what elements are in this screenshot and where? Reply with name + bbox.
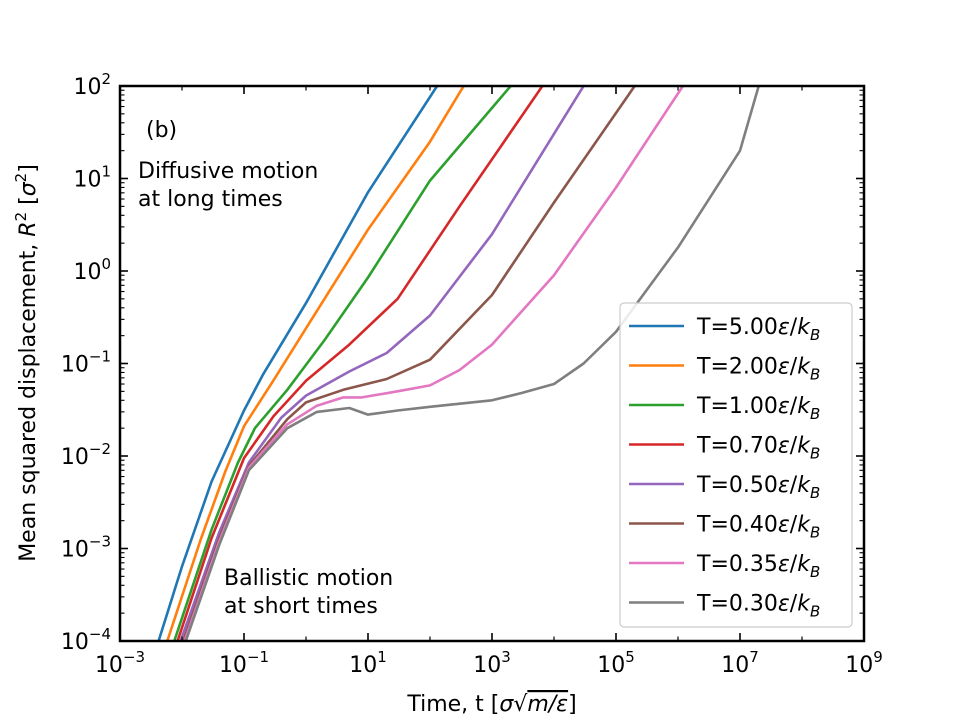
annotation-diffusive-line-2: at long times (138, 187, 283, 212)
y-tick-label-2: 10−2 (61, 440, 111, 470)
y-tick-label-3: 10−1 (61, 348, 111, 378)
annotation-diffusive: Diffusive motion at long times (138, 159, 325, 212)
series-line-4 (179, 86, 585, 641)
legend-label-6: T=0.35ε/kB (696, 552, 820, 581)
legend-label-3: T=0.70ε/kB (696, 434, 820, 463)
legend-label-2: T=1.00ε/kB (696, 394, 820, 423)
x-tick-label-1: 10−1 (219, 648, 269, 678)
series-line-3 (176, 86, 544, 641)
x-axis-label-text: Time, t [ (406, 692, 499, 717)
series-layer (157, 86, 760, 641)
annotation-ballistic: Ballistic motion at short times (224, 566, 400, 619)
series-line-1 (166, 86, 465, 641)
legend-label-5: T=0.40ε/kB (696, 513, 820, 542)
legend-label-4: T=0.50ε/kB (696, 473, 820, 502)
x-tick-label-6: 109 (845, 648, 883, 678)
y-tick-label-6: 102 (73, 70, 111, 100)
y-tick-label-0: 10−4 (61, 625, 111, 655)
y-axis-label: Mean squared displacement, R2 [σ2] (12, 164, 41, 562)
x-tick-label-0: 10−3 (95, 648, 145, 678)
legend-label-1: T=2.00ε/kB (696, 355, 820, 384)
legend-label-0: T=5.00ε/kB (696, 315, 820, 344)
y-tick-label-4: 100 (73, 255, 111, 285)
x-axis-label: Time, t [σ√m/ε] (406, 692, 576, 717)
series-line-6 (183, 86, 684, 641)
x-tick-label-2: 101 (349, 648, 387, 678)
series-line-2 (173, 86, 512, 641)
y-tick-label-5: 101 (73, 163, 111, 193)
series-line-0 (157, 86, 439, 641)
x-tick-label-5: 107 (721, 648, 759, 678)
legend-label-7: T=0.30ε/kB (696, 592, 820, 621)
annotation-diffusive-line-1: Diffusive motion (138, 159, 318, 184)
annotation-ballistic-line-1: Ballistic motion (224, 566, 393, 591)
legend: T=5.00ε/kB T=2.00ε/kB T=1.00ε/kB T=0.70ε/kB… (619, 302, 853, 628)
plot-frame (118, 84, 866, 643)
y-tick-label-1: 10−3 (61, 533, 111, 563)
tick-layer: 10−3 10−1 101 103 105 107 10910−410−310−210−11… (61, 70, 883, 678)
x-tick-label-4: 105 (597, 648, 635, 678)
y-axis-label-text: Mean squared displacement, (16, 237, 41, 562)
panel-label: (b) (146, 118, 177, 143)
x-tick-label-3: 103 (473, 648, 511, 678)
legend-frame (619, 302, 853, 628)
annotation-ballistic-line-2: at short times (224, 594, 378, 619)
